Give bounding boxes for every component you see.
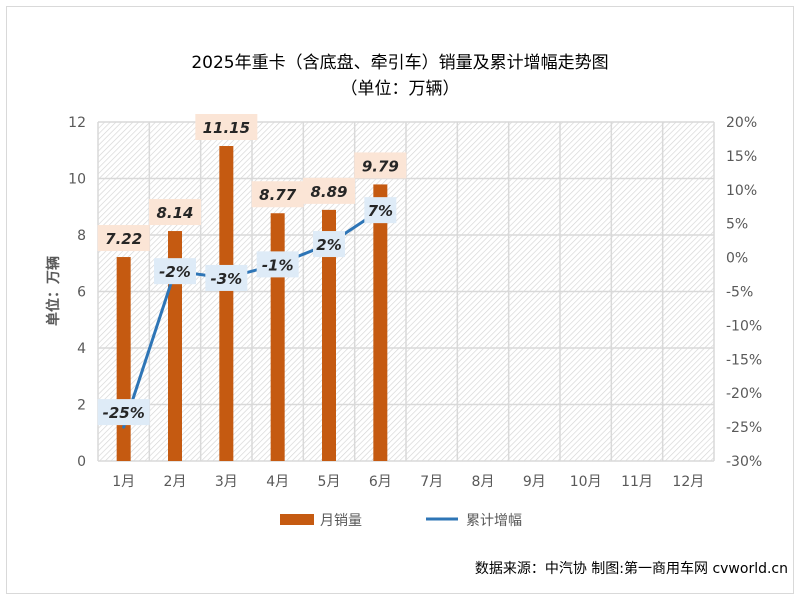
line-data-label: -1% [262,256,294,274]
bar-1月 [116,257,131,461]
bar-data-label-bg [149,199,201,226]
left-tick-label: 12 [68,115,86,131]
bar-data-label-bg [251,181,304,208]
x-tick-label: 1月 [112,474,135,490]
line-data-label: -25% [103,404,145,422]
bar-3月 [219,146,234,461]
bar-6月 [373,184,388,461]
left-tick-label: 8 [77,228,86,244]
y-axis-label: 单位：万辆 [45,256,62,326]
line-data-label: 2% [316,236,341,254]
bar-data-label: 8.89 [310,183,347,201]
bar-data-label: 8.14 [156,204,193,222]
x-tick-label: 12月 [672,474,704,490]
bar-data-label-bg [97,225,150,252]
bar-data-label: 11.15 [203,119,250,137]
line-data-label: 7% [368,202,393,220]
bar-data-label: 8.77 [259,186,297,204]
right-tick-label: -20% [726,386,762,402]
left-tick-label: 4 [77,341,86,357]
line-data-label: -3% [210,270,242,288]
bar-5月 [322,209,336,461]
left-tick-label: 2 [77,398,86,414]
data-source-footer: 数据来源：中汽协 制图:第一商用车网 cvworld.cn [474,561,788,577]
line-data-label-bg [313,231,345,258]
left-tick-label: 10 [68,172,86,188]
line-data-label-bg [97,399,150,426]
right-tick-label: -15% [726,352,762,368]
line-data-label-bg [256,251,299,278]
line-data-label-bg [205,264,248,291]
x-tick-label: 8月 [472,474,495,490]
bar-data-label: 7.22 [105,230,142,248]
line-data-label-bg [364,197,397,224]
chart-title: 2025年重卡（含底盘、牵引车）销量及累计增幅走势图 [191,53,609,73]
right-tick-label: -30% [726,454,762,470]
x-tick-label: 10月 [570,474,602,490]
x-tick-label: 3月 [215,474,238,490]
x-tick-label: 2月 [164,474,187,490]
line-data-label: -2% [159,263,191,281]
right-tick-label: -5% [726,285,753,301]
bar-2月 [168,231,182,461]
bar-data-label: 9.79 [362,157,399,175]
legend-bar-label: 月销量 [320,513,362,529]
right-tick-label: -25% [726,420,762,436]
x-tick-label: 6月 [369,474,392,490]
legend-line-label: 累计增幅 [466,513,522,529]
line-data-label-bg [154,258,196,285]
right-tick-label: -10% [726,318,762,334]
legend-bar-swatch [280,514,314,525]
x-tick-label: 4月 [266,474,289,490]
left-tick-label: 0 [77,454,86,470]
right-tick-label: 10% [726,183,757,199]
right-tick-label: 20% [726,115,757,131]
x-tick-label: 11月 [621,474,653,490]
right-tick-label: 15% [726,149,757,165]
bar-4月 [270,213,285,461]
chart-subtitle: （单位：万辆） [340,79,460,99]
right-tick-label: 0% [726,251,748,267]
bar-data-label-bg [354,152,407,179]
x-tick-label: 9月 [523,474,546,490]
x-tick-label: 5月 [318,474,341,490]
left-tick-label: 6 [77,285,86,301]
bar-data-label-bg [303,177,355,204]
x-tick-label: 7月 [420,474,443,490]
bar-data-label-bg [195,114,258,141]
right-tick-label: 5% [726,217,748,233]
line-point [122,425,126,429]
